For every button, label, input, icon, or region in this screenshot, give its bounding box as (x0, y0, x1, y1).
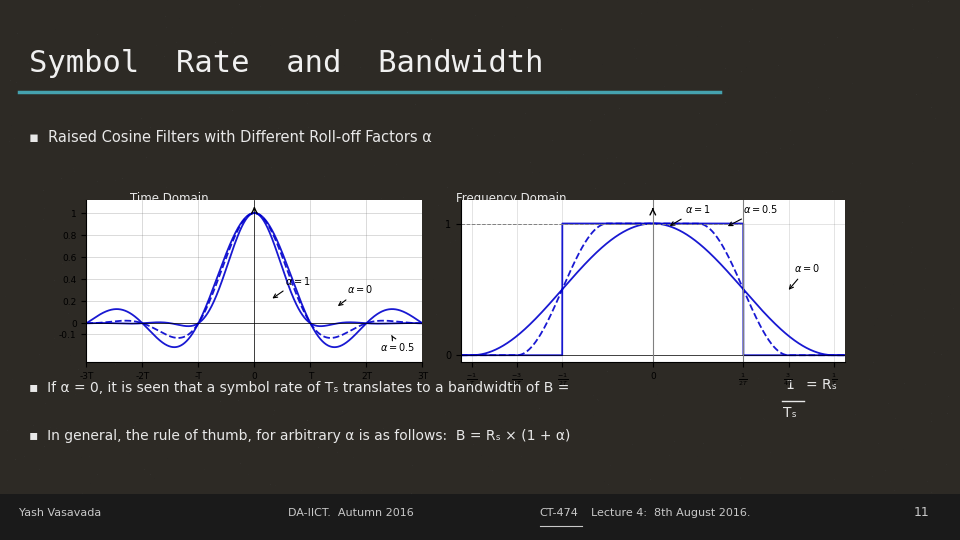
Text: $\alpha=1$: $\alpha=1$ (274, 275, 311, 298)
Text: 11: 11 (914, 507, 929, 519)
Text: DA-IICT.  Autumn 2016: DA-IICT. Autumn 2016 (288, 508, 414, 518)
Text: ▪  If α = 0, it is seen that a symbol rate of Tₛ translates to a bandwidth of B : ▪ If α = 0, it is seen that a symbol rat… (29, 381, 573, 395)
Text: $\alpha=0$: $\alpha=0$ (789, 262, 820, 289)
Text: Lecture 4:  8th August 2016.: Lecture 4: 8th August 2016. (584, 508, 750, 518)
Text: CT-474: CT-474 (540, 508, 578, 518)
Text: Frequency Domain: Frequency Domain (456, 192, 566, 205)
Text: $\alpha=0$: $\alpha=0$ (339, 284, 372, 305)
Text: $\alpha=1$: $\alpha=1$ (671, 203, 711, 225)
Text: Symbol  Rate  and  Bandwidth: Symbol Rate and Bandwidth (29, 49, 543, 78)
Text: Yash Vasavada: Yash Vasavada (19, 508, 102, 518)
Text: Tₛ: Tₛ (783, 406, 797, 420)
Bar (0, 494, 960, 540)
Text: $\alpha=0.5$: $\alpha=0.5$ (380, 335, 416, 353)
Text: ▪  Raised Cosine Filters with Different Roll-off Factors α: ▪ Raised Cosine Filters with Different R… (29, 130, 432, 145)
Text: Time Domain: Time Domain (130, 192, 208, 205)
Text: $\alpha=0.5$: $\alpha=0.5$ (729, 203, 779, 226)
Text: ▪  In general, the rule of thumb, for arbitrary α is as follows:  B = Rₛ × (1 + : ▪ In general, the rule of thumb, for arb… (29, 429, 570, 443)
Text: = Rₛ: = Rₛ (806, 378, 837, 392)
Text: 1: 1 (785, 378, 794, 392)
